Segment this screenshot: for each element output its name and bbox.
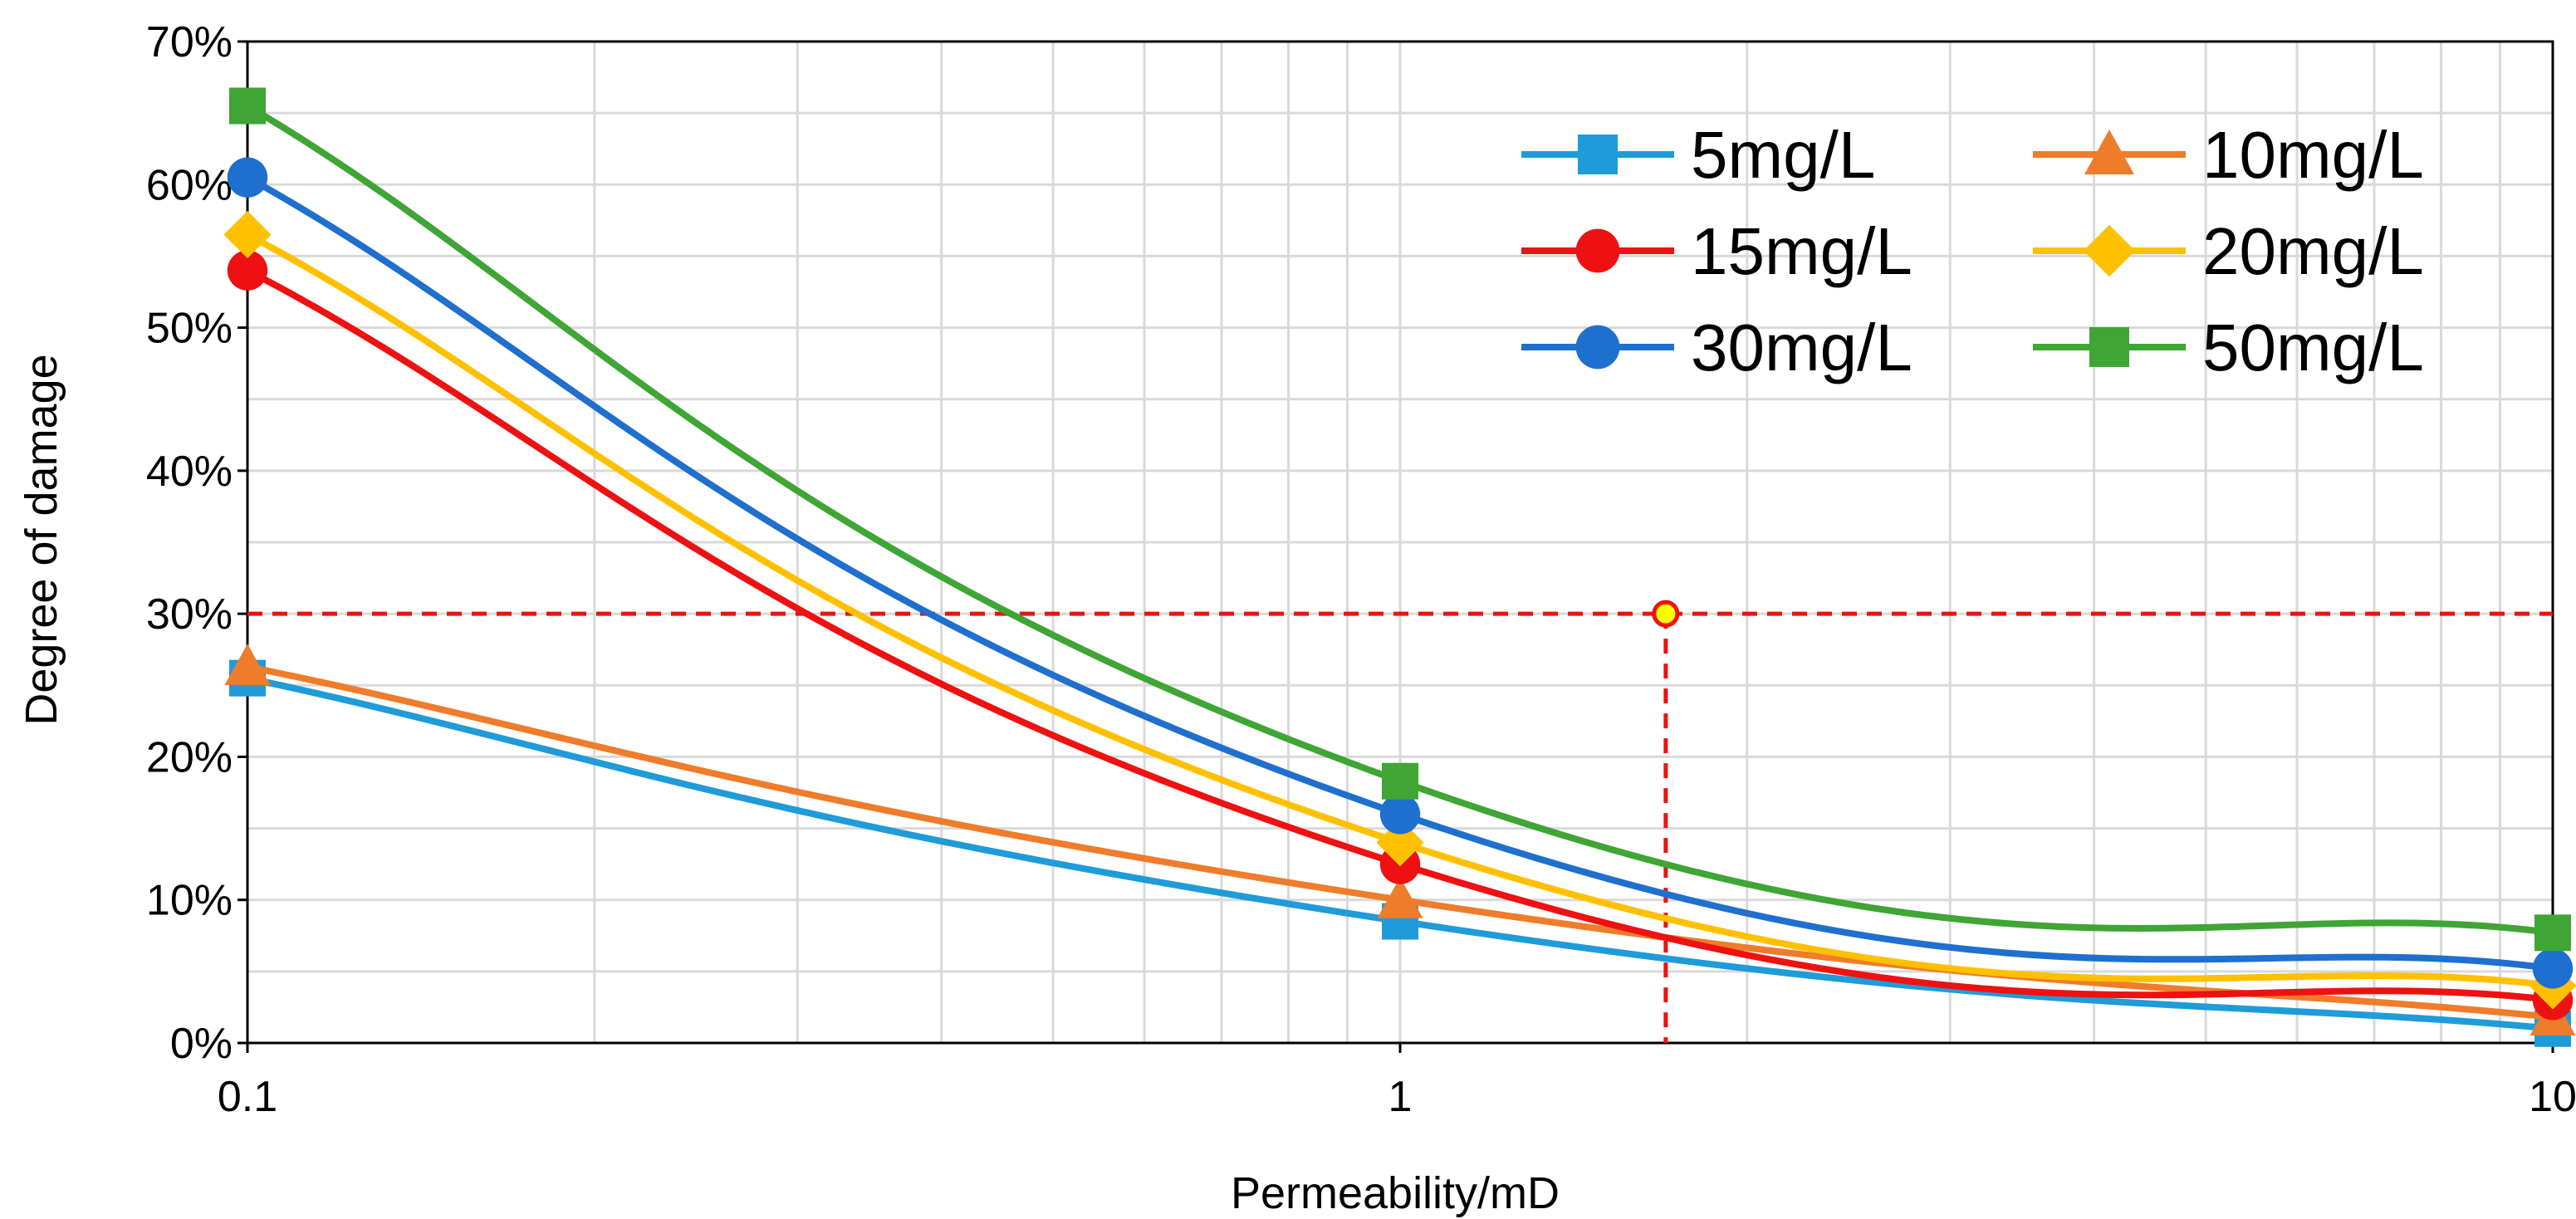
series-group [223, 87, 2576, 1047]
y-tick-label: 20% [146, 733, 233, 781]
legend-label: 5mg/L [1691, 118, 1875, 192]
reference-lines [247, 600, 2553, 1043]
data-point-50mg-l [229, 87, 266, 125]
data-point-20mg-l [1376, 819, 1424, 867]
data-point-10mg-l [1377, 877, 1423, 918]
axes: 0% 10% 20% 30% 40% 50% 60% 70% 0.1 1 10 [146, 18, 2576, 1121]
legend-label: 50mg/L [2202, 311, 2424, 384]
legend-marker [1575, 228, 1620, 273]
x-tick-label: 0.1 [218, 1073, 277, 1121]
legend-marker [1575, 325, 1620, 370]
y-tick-label: 60% [146, 161, 233, 209]
legend-label: 10mg/L [2202, 118, 2424, 192]
x-axis-title: Permeability/mD [1231, 1168, 1560, 1218]
data-point-10mg-l [224, 644, 271, 685]
legend-label: 15mg/L [1691, 214, 1912, 288]
y-axis-title: Degree of damage [17, 354, 66, 725]
data-point-30mg-l [1379, 794, 1421, 835]
data-point-50mg-l [1382, 762, 1418, 800]
legend-marker [2089, 327, 2129, 367]
x-tick-label: 10 [2529, 1073, 2576, 1121]
legend-marker [1578, 135, 1618, 174]
legend-marker [2084, 130, 2134, 174]
grid [247, 42, 2553, 1043]
reference-point [1652, 600, 1680, 628]
y-tick-label: 40% [146, 448, 233, 496]
legend-label: 20mg/L [2202, 214, 2424, 288]
data-point-15mg-l [227, 250, 268, 291]
legend: 5mg/L 10mg/L 15mg/L 20mg/L 30mg/L 50mg/L [1521, 118, 2424, 384]
y-tick-label: 10% [146, 877, 233, 925]
data-point-50mg-l [2534, 914, 2571, 952]
y-tick-label: 0% [170, 1020, 233, 1068]
legend-label: 30mg/L [1691, 311, 1912, 384]
data-point-30mg-l [227, 157, 268, 198]
data-point-20mg-l [223, 210, 272, 259]
data-point-30mg-l [2532, 948, 2574, 989]
y-tick-label: 30% [146, 590, 233, 639]
y-tick-label: 70% [146, 18, 233, 66]
x-tick-label: 1 [1388, 1073, 1413, 1121]
y-tick-label: 50% [146, 305, 233, 353]
legend-marker [2083, 224, 2136, 277]
